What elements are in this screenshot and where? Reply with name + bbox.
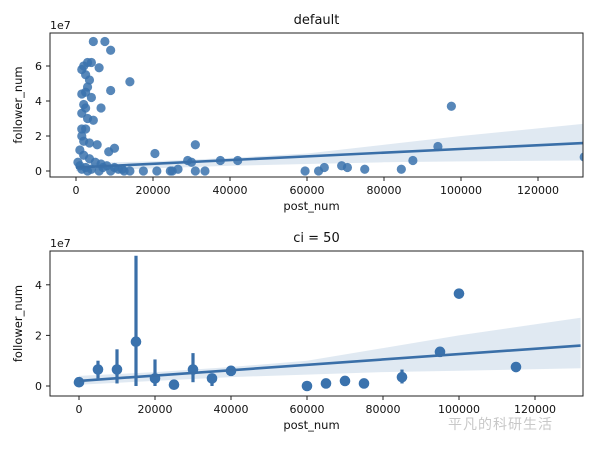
x-tick-label: 60000: [290, 403, 325, 416]
data-point: [88, 36, 98, 47]
data-point: [358, 378, 370, 389]
data-point: [168, 379, 180, 391]
data-point: [106, 85, 116, 96]
x-tick-label: 40000: [213, 184, 248, 197]
x-axis-label: post_num: [283, 418, 339, 432]
data-point: [200, 166, 210, 176]
data-point: [190, 166, 200, 176]
data-point: [453, 288, 465, 299]
data-point: [92, 140, 102, 150]
data-point: [94, 63, 104, 73]
data-point: [104, 147, 114, 157]
y-tick-label: 4: [35, 279, 42, 292]
data-point: [339, 375, 351, 387]
data-point: [92, 364, 104, 375]
y-axis-label: follower_num: [11, 66, 25, 143]
data-point: [190, 140, 200, 150]
data-point: [138, 166, 148, 176]
x-tick-label: 120000: [514, 403, 556, 416]
y-tick-label: 0: [35, 165, 42, 178]
data-point: [510, 361, 522, 373]
confidence-band: [76, 123, 583, 171]
data-point: [360, 164, 370, 174]
data-point: [84, 75, 95, 85]
subplot-title: default: [294, 13, 340, 28]
data-point: [73, 376, 85, 388]
x-tick-label: 0: [73, 184, 80, 197]
data-point: [319, 162, 329, 173]
x-tick-label: 80000: [366, 403, 401, 416]
x-tick-label: 100000: [440, 184, 482, 197]
subplot-1: 0 20000 40000 60000 80000 100000 120000 0 2 4 6 1e7…: [11, 13, 584, 213]
data-point: [100, 36, 110, 47]
data-point: [300, 166, 310, 176]
data-point: [88, 115, 98, 125]
confidence-band: [79, 317, 581, 385]
data-point: [81, 124, 91, 134]
data-point: [150, 148, 160, 159]
data-point: [301, 380, 313, 392]
data-point: [320, 378, 332, 389]
subplot-2: 0 20000 40000 60000 80000 100000 120000 0 2 4 1e7 c…: [11, 231, 584, 432]
plot-area: [73, 255, 581, 392]
y-axis-label: follower_num: [11, 285, 25, 362]
data-point: [408, 155, 418, 166]
x-tick-label: 20000: [136, 184, 171, 197]
x-tick-label: 120000: [517, 184, 559, 197]
data-point: [173, 164, 183, 174]
y-offset-label: 1e7: [50, 237, 71, 250]
x-tick-label: 0: [76, 403, 83, 416]
watermark: 平凡的科研生活: [448, 417, 553, 433]
data-point: [396, 371, 408, 383]
x-axis-label: post_num: [283, 199, 339, 213]
data-point: [106, 166, 116, 176]
x-tick-label: 60000: [290, 184, 325, 197]
x-tick-label: 100000: [438, 403, 480, 416]
x-tick-label: 80000: [367, 184, 402, 197]
data-point: [446, 101, 456, 111]
plot-area: [73, 36, 583, 176]
data-point: [152, 166, 162, 176]
data-point: [396, 164, 406, 174]
data-point: [86, 57, 96, 68]
y-offset-label: 1e7: [50, 19, 71, 32]
axes-frame: [49, 32, 584, 178]
data-point: [106, 45, 116, 55]
data-point: [84, 138, 95, 148]
data-point: [130, 336, 142, 348]
axes-frame: [49, 250, 584, 397]
y-tick-label: 0: [35, 380, 42, 393]
x-tick-label: 40000: [214, 403, 249, 416]
y-tick-label: 6: [35, 60, 42, 73]
y-tick-label: 2: [35, 329, 42, 342]
x-tick-label: 20000: [138, 403, 173, 416]
data-point: [96, 103, 106, 113]
y-tick-label: 2: [35, 130, 42, 143]
data-point: [111, 364, 123, 375]
data-point: [125, 77, 135, 87]
data-point: [125, 166, 135, 176]
data-point: [342, 162, 353, 173]
subplot-title: ci = 50: [293, 231, 339, 246]
data-point: [86, 92, 96, 103]
y-tick-label: 4: [35, 95, 42, 108]
regression-line: [75, 141, 583, 169]
regression-line: [78, 344, 581, 383]
data-point: [579, 152, 583, 162]
data-point: [206, 373, 218, 384]
